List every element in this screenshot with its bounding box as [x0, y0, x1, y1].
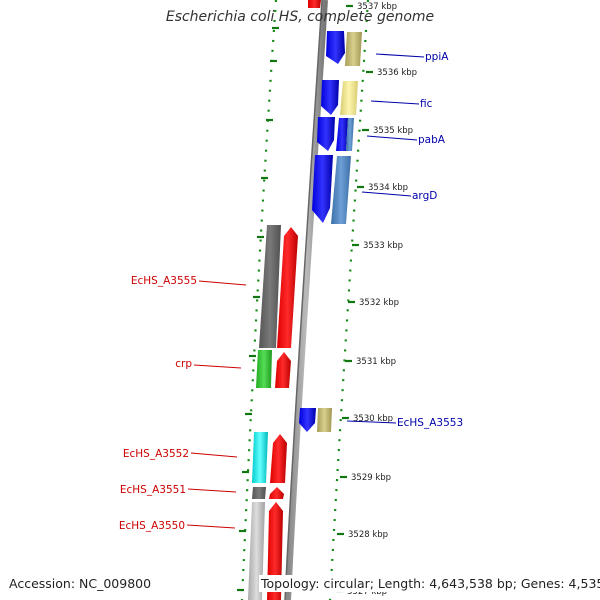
tick-label: 3536 kbp — [377, 68, 417, 78]
reverse-gene-label[interactable]: EcHS_A3551 — [120, 484, 186, 496]
forward-gene-label[interactable]: ppiA — [425, 51, 449, 63]
tick-label: 3533 kbp — [363, 241, 403, 251]
reverse-label-connectors — [186, 280, 247, 529]
tick-layer: 3537 kbp 3536 kbp 3535 kbp 3534 kbp 3533 kbp… — [336, 2, 417, 597]
reverse-gene-label[interactable]: EcHS_A3555 — [131, 275, 197, 287]
tick-label: 3528 kbp — [348, 530, 388, 540]
tick-label: 3529 kbp — [351, 473, 391, 483]
inner-ring-major-ticks — [237, 26, 279, 592]
forward-gene-label[interactable]: pabA — [418, 134, 446, 146]
tick-label: 3535 kbp — [373, 126, 413, 136]
gene-feature[interactable] — [252, 432, 268, 483]
forward-gene-label[interactable]: argD — [412, 190, 437, 202]
gene-feature[interactable] — [317, 117, 335, 151]
tick-label: 3532 kbp — [359, 298, 399, 308]
genome-backbone-edge — [284, 0, 323, 600]
cds-feature[interactable] — [317, 408, 332, 432]
forward-label-layer: ppiA fic pabA argD EcHS_A3553 — [397, 51, 463, 429]
tick-label: 3527 kbp — [347, 587, 387, 597]
tick-label: 3531 kbp — [356, 357, 396, 367]
gene-feature[interactable] — [259, 225, 281, 348]
gene-feature[interactable] — [326, 31, 345, 64]
cds-feature[interactable] — [346, 118, 354, 151]
gene-feature[interactable] — [299, 408, 316, 432]
genome-backbone — [285, 0, 328, 600]
gene-feature[interactable] — [312, 155, 333, 223]
cds-feature[interactable] — [331, 156, 351, 224]
tick-label: 3534 kbp — [368, 183, 408, 193]
forward-gene-label[interactable]: EcHS_A3553 — [397, 417, 463, 429]
cds-feature[interactable] — [340, 81, 358, 115]
forward-gene-label[interactable]: fic — [420, 98, 433, 110]
map-title: Escherichia coli HS, complete genome — [165, 9, 435, 25]
gene-feature[interactable] — [336, 118, 348, 151]
gene-feature[interactable] — [277, 227, 298, 348]
gene-feature[interactable] — [270, 434, 287, 483]
reverse-strand-features — [248, 225, 298, 600]
gene-feature[interactable] — [252, 487, 266, 499]
tick-label: 3530 kbp — [353, 414, 393, 424]
gene-feature[interactable] — [269, 487, 284, 499]
cds-feature[interactable] — [345, 32, 362, 66]
accession-text: Accession: NC_009800 — [7, 575, 154, 592]
tick-label: 3537 kbp — [357, 2, 397, 12]
topology-text: Topology: circular; Length: 4,643,538 bp… — [259, 575, 600, 592]
gene-feature[interactable] — [256, 350, 272, 388]
reverse-gene-label[interactable]: EcHS_A3550 — [119, 520, 185, 532]
reverse-gene-label[interactable]: crp — [175, 358, 192, 370]
forward-label-connectors — [346, 53, 425, 424]
gene-feature[interactable] — [321, 80, 339, 115]
reverse-gene-label[interactable]: EcHS_A3552 — [123, 448, 189, 460]
forward-strand-features — [299, 0, 362, 432]
gene-feature[interactable] — [275, 352, 291, 388]
gene-feature[interactable] — [308, 0, 321, 8]
